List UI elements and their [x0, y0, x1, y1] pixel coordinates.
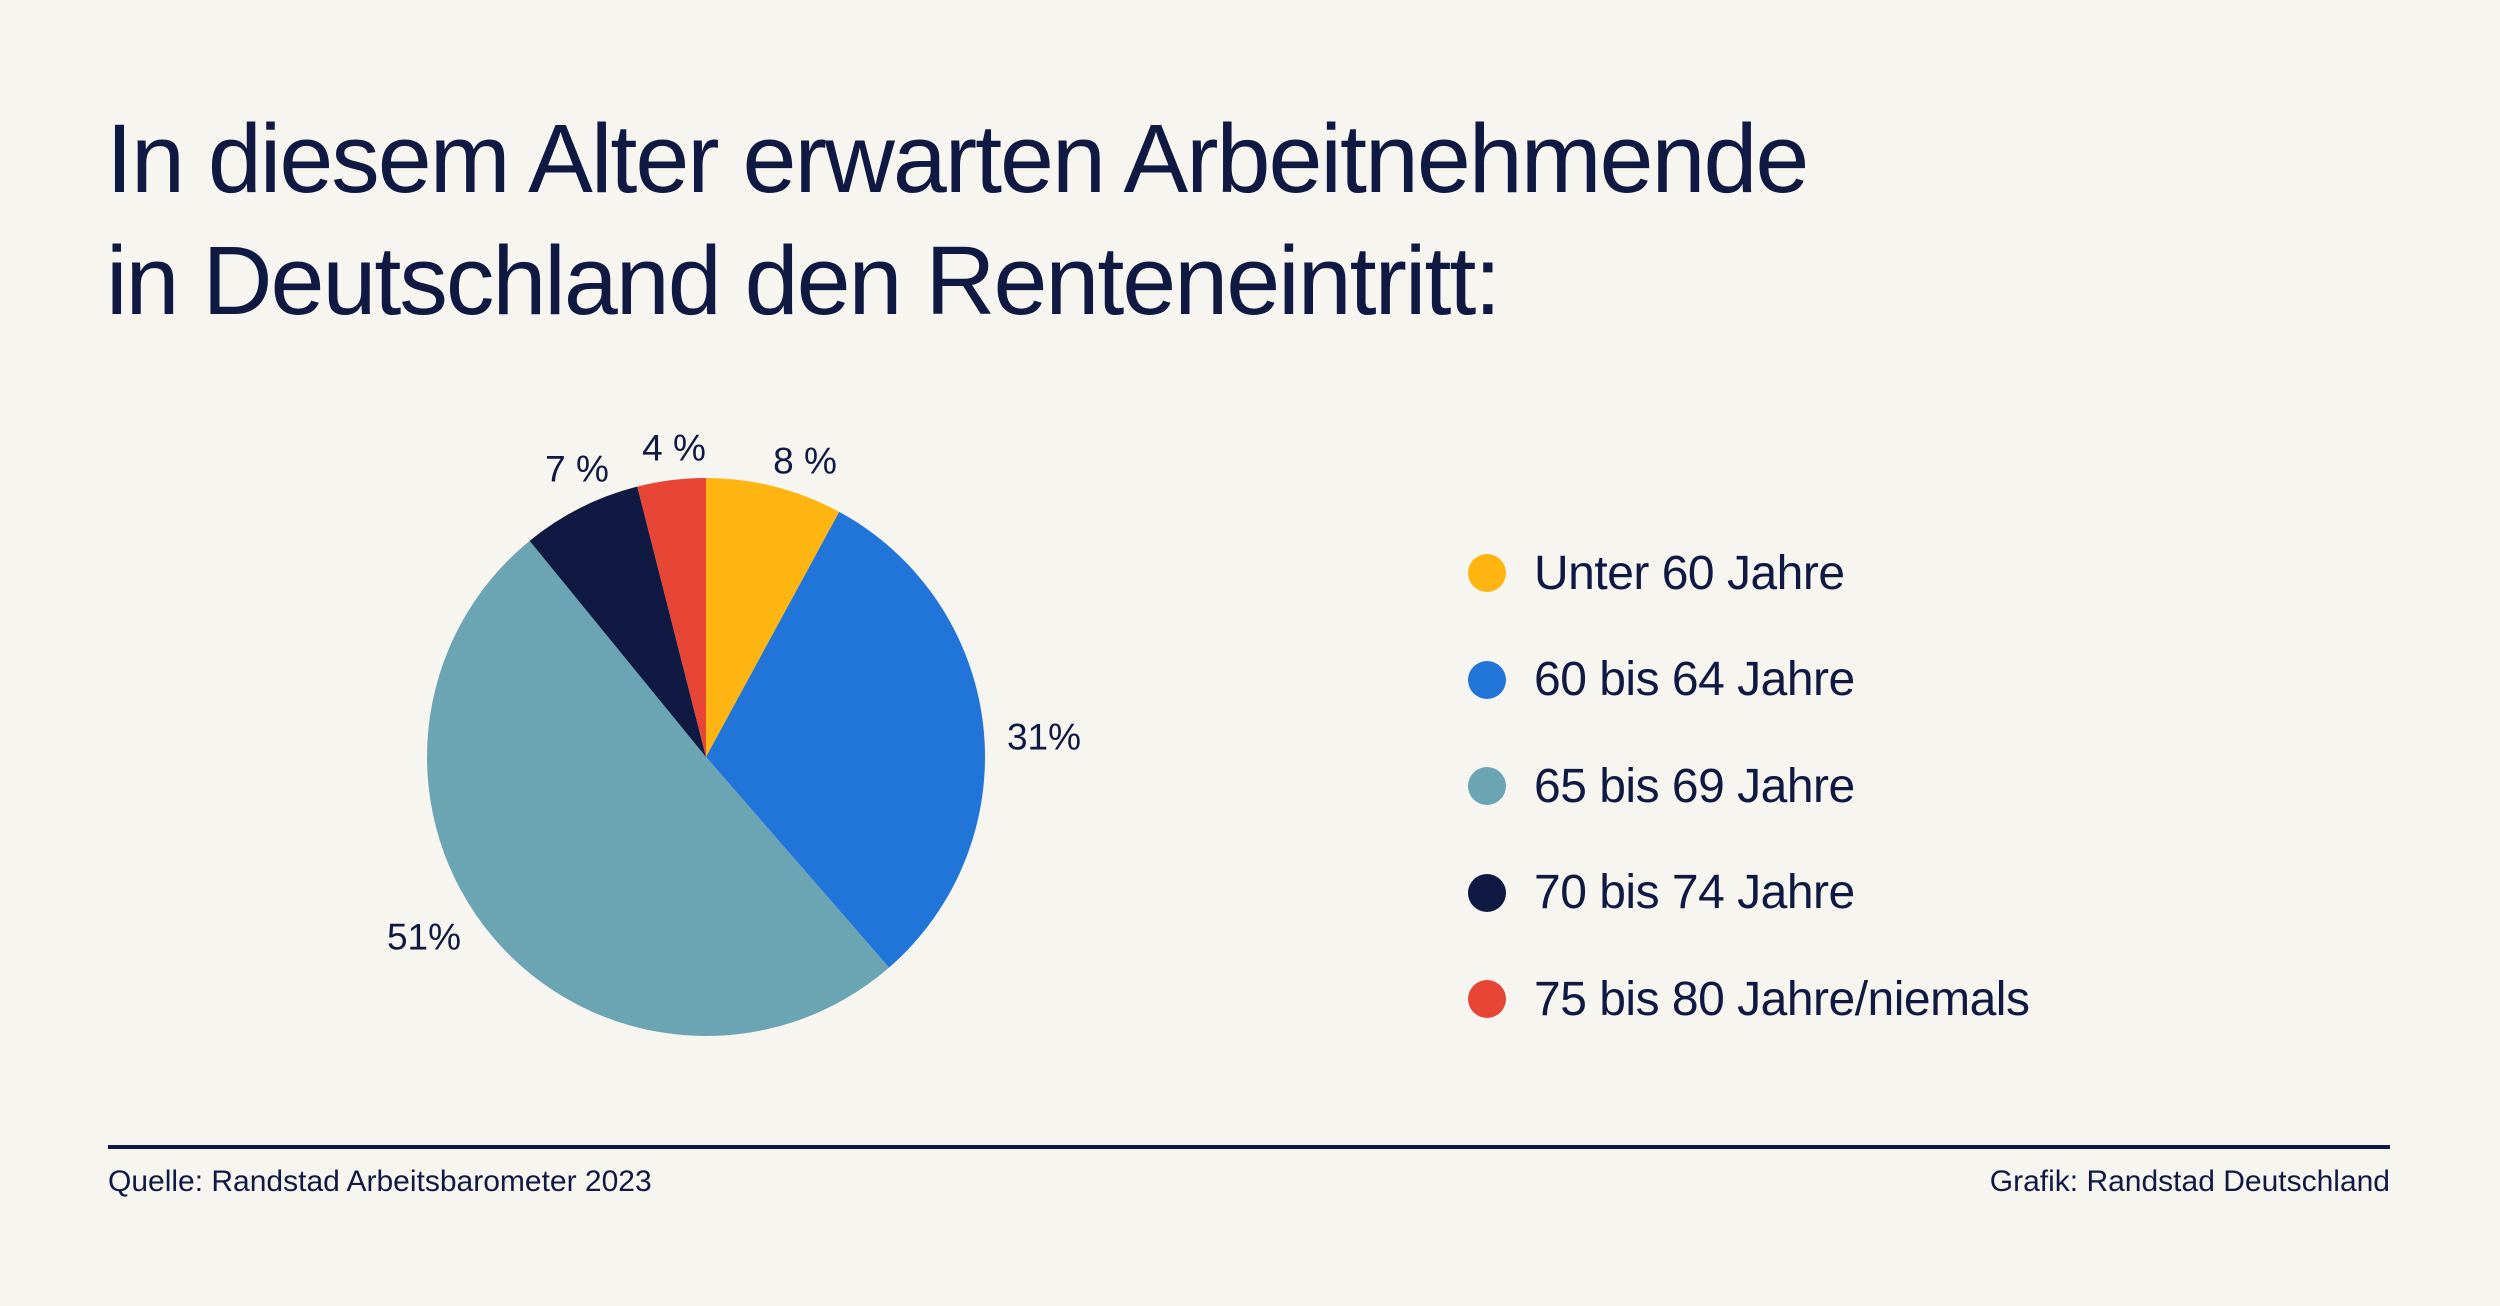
pie-slice-0: [706, 478, 840, 757]
credit-note: Grafik: Randstad Deutschland: [1989, 1165, 2390, 1198]
legend-item: Unter 60 Jahre: [1468, 520, 2029, 627]
legend-item: 60 bis 64 Jahre: [1468, 627, 2029, 734]
legend-swatch: [1468, 767, 1506, 806]
legend-label: 60 bis 64 Jahre: [1534, 653, 1855, 707]
slice-label-4: 4 %: [642, 428, 706, 469]
source-note: Quelle: Randstad Arbeitsbarometer 2023: [108, 1165, 652, 1198]
legend-label: Unter 60 Jahre: [1534, 546, 1845, 600]
pie-slice-2: [427, 540, 890, 1036]
pie-slice-1: [706, 511, 986, 968]
slice-label-1: 31%: [1007, 717, 1081, 758]
legend-item: 75 bis 80 Jahre/niemals: [1468, 946, 2030, 1053]
legend-label: 70 bis 74 Jahre: [1534, 866, 1855, 920]
pie-slice-4: [637, 478, 706, 757]
slice-label-3: 7 %: [545, 449, 609, 490]
footer-divider: [108, 1145, 2390, 1149]
title-line-2: in Deutschland den Renteneintritt:: [106, 226, 1501, 335]
legend-swatch: [1468, 980, 1506, 1019]
legend-item: 65 bis 69 Jahre: [1468, 733, 2029, 840]
title-line-1: In diesem Alter erwarten Arbeitnehmende: [106, 104, 1809, 213]
legend-item: 70 bis 74 Jahre: [1468, 840, 2029, 947]
legend-swatch: [1468, 554, 1506, 593]
legend-swatch: [1468, 660, 1506, 699]
chart-title: In diesem Alter erwarten Arbeitnehmende …: [106, 98, 1809, 342]
slice-label-2: 51%: [387, 917, 461, 958]
slice-label-0: 8 %: [773, 441, 837, 482]
legend-label: 65 bis 69 Jahre: [1534, 759, 1855, 813]
legend: Unter 60 Jahre 60 bis 64 Jahre 65 bis 69…: [1468, 520, 2030, 1053]
legend-swatch: [1468, 873, 1506, 912]
pie-slice-3: [529, 486, 706, 757]
legend-label: 75 bis 80 Jahre/niemals: [1534, 972, 2030, 1026]
